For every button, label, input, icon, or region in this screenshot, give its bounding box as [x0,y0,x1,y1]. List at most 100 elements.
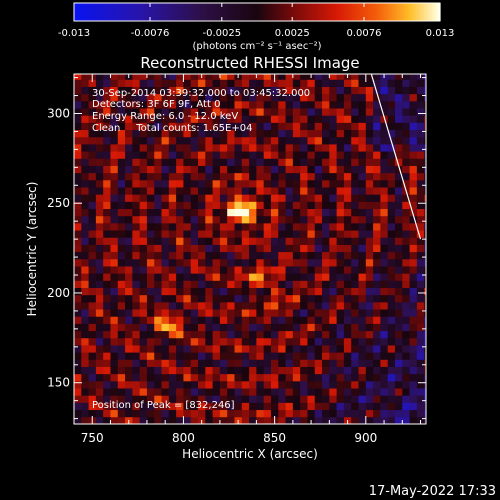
heatmap-cell [117,301,126,310]
heatmap-cell [154,108,162,116]
heatmap-cell [329,237,338,245]
heatmap-cell [234,93,243,102]
x-tick-label: 900 [354,431,377,445]
heatmap-cell [132,266,141,274]
heatmap-cell [139,237,148,245]
heatmap-cell [402,280,410,288]
heatmap-cell [154,280,162,288]
heatmap-cell [146,309,155,317]
heatmap-cell [241,208,250,217]
heatmap-cell [176,359,184,367]
heatmap-cell [117,86,126,95]
heatmap-cell [103,165,111,174]
heatmap-cell [212,323,221,332]
heatmap-cell [343,280,352,288]
heatmap-cell [81,172,89,181]
heatmap-cell [219,122,228,131]
heatmap-cell [95,316,104,324]
heatmap-cell [285,416,294,424]
heatmap-cell [285,266,294,274]
heatmap-cell [278,79,286,87]
heatmap-cell [183,108,192,116]
heatmap-cell [343,366,352,375]
heatmap-cell [103,79,111,87]
heatmap-cell [154,122,162,131]
heatmap-cell [285,395,294,403]
heatmap-cell [234,273,243,281]
heatmap-cell [380,251,389,260]
heatmap-cell [409,93,418,102]
heatmap-cell [249,208,257,217]
heatmap-cell [219,301,228,310]
heatmap-cell [168,179,177,188]
heatmap-cell [409,287,418,296]
heatmap-cell [387,373,396,382]
heatmap-cell [329,266,338,274]
heatmap-cell [219,330,228,339]
heatmap-cell [125,93,133,102]
heatmap-cell [212,230,221,238]
heatmap-cell [300,93,308,102]
heatmap-cell [110,201,119,210]
heatmap-cell [198,316,206,324]
heatmap-cell [212,266,221,274]
heatmap-cell [358,309,367,317]
heatmap-cell [125,359,133,367]
heatmap-cell [110,179,119,188]
heatmap-cell [409,172,418,181]
heatmap-cell [205,187,214,195]
plot-frame [73,73,427,425]
heatmap-cell [117,187,126,195]
heatmap-cell [110,345,119,353]
heatmap-cell [249,79,257,87]
heatmap-cell [387,309,396,317]
heatmap-cell [154,187,162,195]
heatmap-cell [249,287,257,296]
heatmap-cell [74,352,82,360]
heatmap-cell [146,280,155,288]
heatmap-cell [263,359,272,367]
heatmap-cell [263,380,272,389]
heatmap-cell [139,158,148,166]
heatmap-cell [198,251,206,260]
annotation-time-range: 30-Sep-2014 03:39:32.000 to 03:45:32.000 [92,88,310,99]
heatmap-cell [241,237,250,245]
heatmap-cell [256,373,265,382]
heatmap-cell [358,323,367,332]
heatmap-cell [292,215,301,224]
heatmap-cell [139,266,148,274]
heatmap-cell [351,258,359,267]
heatmap-cell [300,287,308,296]
heatmap-cell [402,108,410,116]
heatmap-cell [132,187,141,195]
heatmap-cell [329,74,338,80]
heatmap-cell [132,93,141,102]
heatmap-cell [256,330,265,339]
heatmap-cell [103,280,111,288]
heatmap-cell [190,100,199,109]
heatmap-cell [387,258,396,267]
heatmap-cell [343,165,352,174]
colorbar-segment [256,3,259,21]
heatmap-cell [314,345,323,353]
heatmap-cell [183,222,192,231]
heatmap-cell [373,337,381,346]
heatmap-cell [241,179,250,188]
heatmap-cell [190,409,199,418]
heatmap-cell [300,151,308,159]
heatmap-cell [176,136,184,145]
heatmap-cell [314,273,323,281]
heatmap-cell [373,388,381,396]
heatmap-cell [168,323,177,332]
heatmap-cell [394,330,403,339]
heatmap-cell [183,244,192,253]
heatmap-cell [103,115,111,123]
heatmap-cell [88,244,97,253]
heatmap-cell [256,345,265,353]
heatmap-cell [300,266,308,274]
heatmap-cell [351,74,359,80]
heatmap-cell [176,251,184,260]
heatmap-cell [329,115,338,123]
heatmap-cell [227,201,235,210]
heatmap-cell [373,416,381,424]
